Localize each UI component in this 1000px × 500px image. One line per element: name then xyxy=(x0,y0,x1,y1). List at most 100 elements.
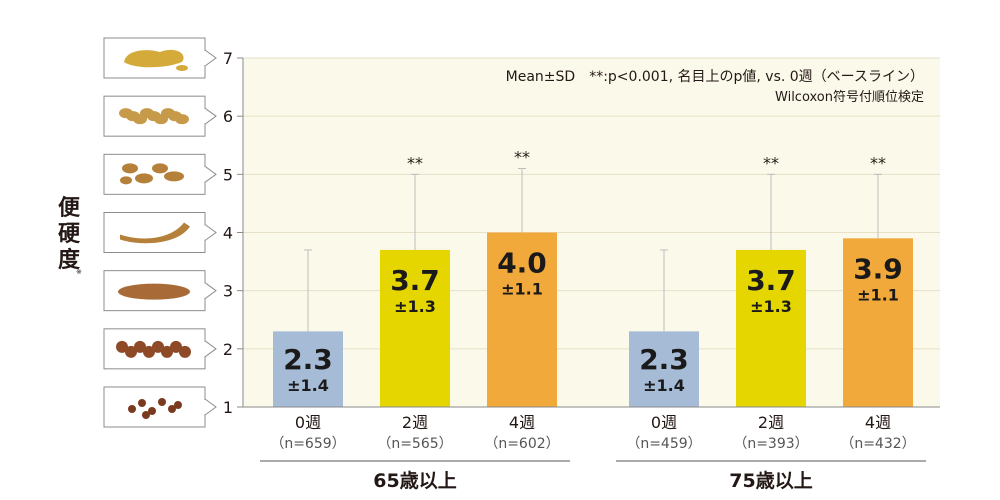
stool-shape xyxy=(122,163,138,174)
bar-group: 3.7±1.3 ** xyxy=(736,153,806,407)
grid-lines xyxy=(243,57,940,350)
bar xyxy=(380,249,450,407)
x-tick-label: 4週 xyxy=(509,413,535,432)
stool-shape xyxy=(134,340,146,353)
bar-value-label: 3.7 xyxy=(746,264,796,297)
cracked-sausage-stool-icon xyxy=(103,270,217,312)
bar xyxy=(629,331,699,407)
fluffy-pieces-stool-icon xyxy=(103,153,217,195)
stool-shape xyxy=(161,345,173,358)
significance-label: ** xyxy=(514,148,530,167)
icon-box xyxy=(103,212,206,253)
bar xyxy=(273,331,343,407)
x-tick-label: 0週 xyxy=(651,413,677,432)
stool-form-icons xyxy=(103,37,217,428)
x-n-label: （n=659） xyxy=(270,436,345,452)
lumpy-sausage-stool-icon xyxy=(103,328,217,370)
icon-pointer xyxy=(204,224,217,241)
stool-shape xyxy=(142,411,150,419)
stool-shape xyxy=(138,399,146,407)
icon-pointer xyxy=(204,49,217,67)
significance-label: ** xyxy=(763,153,779,172)
icon-box xyxy=(103,386,206,428)
icon-pointer xyxy=(204,107,217,125)
stool-shape xyxy=(152,163,168,174)
y-tick-label: 5 xyxy=(223,165,233,184)
bar xyxy=(487,232,557,407)
stool-shape xyxy=(179,345,191,358)
stool-shape xyxy=(175,114,189,125)
y-tick-label: 1 xyxy=(223,398,233,417)
smooth-sausage-stool-icon xyxy=(103,212,217,253)
stool-shape xyxy=(148,407,156,415)
bar xyxy=(843,238,913,407)
y-tick-label: 7 xyxy=(223,49,233,68)
x-n-label: （n=602） xyxy=(484,436,559,452)
bar-group: 3.7±1.3 ** xyxy=(380,153,450,407)
x-n-label: （n=432） xyxy=(840,436,915,452)
x-tick-label: 2週 xyxy=(758,413,784,432)
icon-pointer xyxy=(204,398,217,416)
stool-shape xyxy=(170,340,182,353)
x-n-label: （n=565） xyxy=(377,436,452,452)
stool-shape xyxy=(164,171,184,182)
group-label: 75歳以上 xyxy=(729,470,812,492)
bars: 2.3±1.43.7±1.3**4.0±1.1**2.3±1.43.7±1.3*… xyxy=(273,148,913,407)
stool-shape xyxy=(176,65,188,71)
y-axis-label-text: 便硬度 xyxy=(58,196,81,273)
group-label: 65歳以上 xyxy=(373,470,456,492)
stool-shape xyxy=(118,283,190,300)
significance-label: ** xyxy=(407,153,423,172)
significance-label: ** xyxy=(870,153,886,172)
x-tick-label: 4週 xyxy=(865,413,891,432)
y-tick-label: 2 xyxy=(223,340,233,359)
stool-shape xyxy=(120,176,132,185)
y-axis-label-note: ※ xyxy=(76,268,82,276)
bar-sd-label: ±1.4 xyxy=(643,376,685,395)
bar-value-label: 4.0 xyxy=(497,247,547,280)
bar-sd-label: ±1.3 xyxy=(750,297,792,316)
separate-hard-lumps-stool-icon xyxy=(103,386,217,428)
bar-sd-label: ±1.3 xyxy=(394,297,436,316)
icon-pointer xyxy=(204,165,217,183)
icon-box xyxy=(103,153,206,195)
bar-sd-label: ±1.1 xyxy=(501,280,543,299)
stool-shape xyxy=(124,49,184,68)
bar xyxy=(736,249,806,407)
icon-pointer xyxy=(204,340,217,358)
bar-group: 2.3±1.4 xyxy=(273,249,343,407)
stool-shape xyxy=(174,401,182,409)
stool-shape xyxy=(152,340,164,353)
bar-group: 2.3±1.4 xyxy=(629,249,699,407)
stool-shape xyxy=(143,345,155,358)
y-tick-label: 4 xyxy=(223,224,233,243)
bar-value-label: 3.7 xyxy=(390,264,440,297)
mushy-stool-icon xyxy=(103,95,217,137)
bar-group: 3.9±1.1 ** xyxy=(843,153,913,407)
y-tick-label: 3 xyxy=(223,282,233,301)
x-n-label: （n=393） xyxy=(733,436,808,452)
bar-value-label: 2.3 xyxy=(283,343,333,376)
legend: Mean±SD **:p<0.001, 名目上のp値, vs. 0週（ベースライ… xyxy=(506,69,924,105)
y-tick-label: 6 xyxy=(223,107,233,126)
bar-sd-label: ±1.1 xyxy=(857,285,899,304)
y-axis: 1 2 3 4 5 6 7 xyxy=(223,49,244,417)
stool-shape xyxy=(120,222,190,244)
x-axis: 0週 （n=659） 2週 （n=565） 4週 （n=602） 65歳以上 0週 （n=459… xyxy=(243,406,940,492)
x-tick-label: 0週 xyxy=(295,413,321,432)
legend-line-1: Mean±SD **:p<0.001, 名目上のp値, vs. 0週（ベースライ… xyxy=(506,69,924,85)
stool-shape xyxy=(168,405,176,413)
bar-value-label: 2.3 xyxy=(639,343,689,376)
stool-shape xyxy=(135,173,153,184)
stool-shape xyxy=(158,398,166,406)
stool-shape xyxy=(125,345,137,358)
x-n-label: （n=459） xyxy=(626,436,701,452)
bar-sd-label: ±1.4 xyxy=(287,376,329,395)
y-axis-label: 便硬度 ※ xyxy=(58,196,88,276)
icon-pointer xyxy=(204,282,217,300)
stool-shape xyxy=(128,405,136,413)
stool-shape xyxy=(116,340,128,353)
x-tick-label: 2週 xyxy=(402,413,428,432)
legend-line-2: Wilcoxon符号付順位検定 xyxy=(775,89,924,105)
